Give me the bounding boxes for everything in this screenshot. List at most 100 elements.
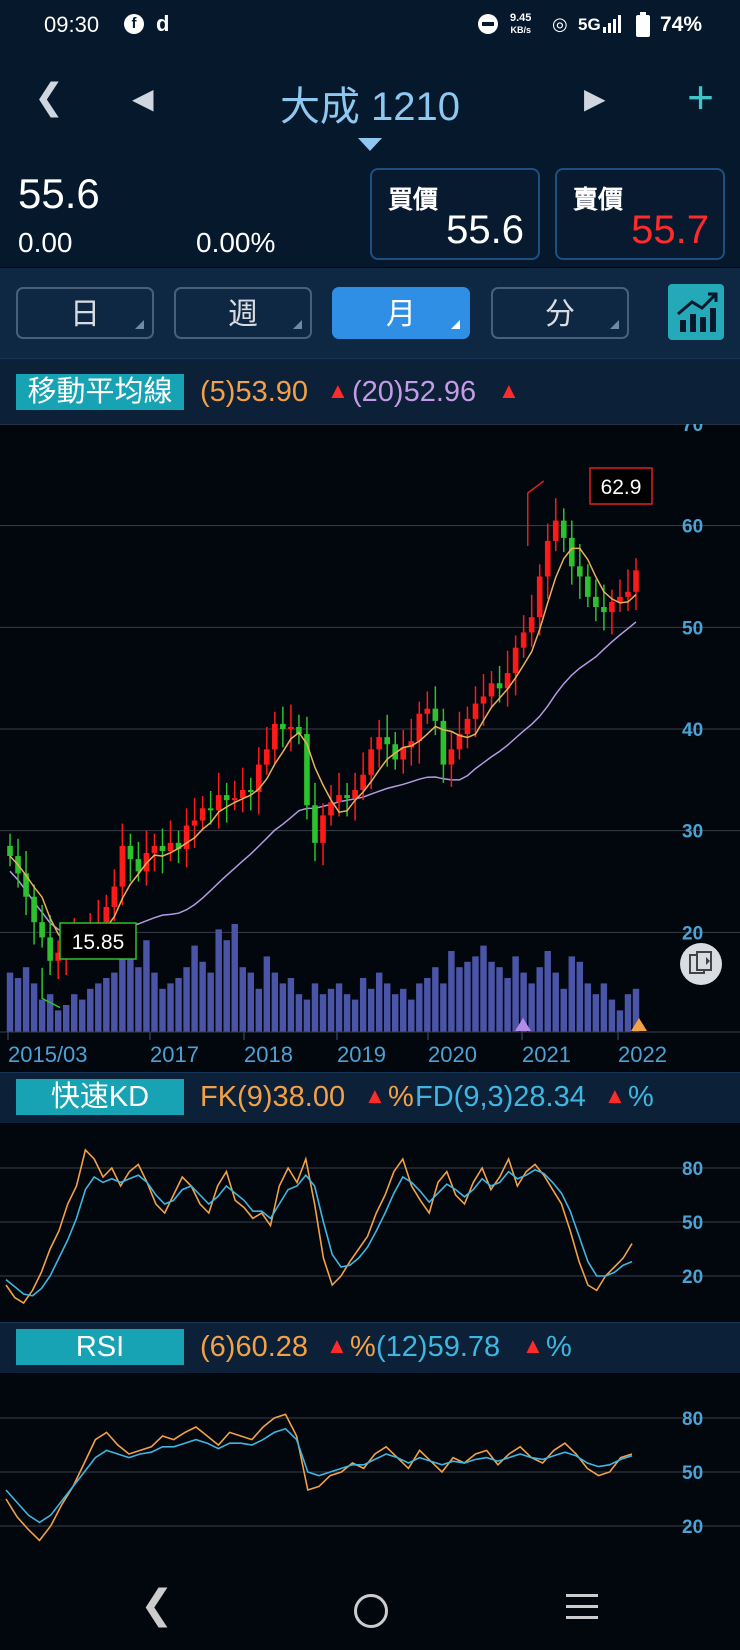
candle-body <box>199 808 206 821</box>
volume-bar <box>359 978 367 1032</box>
candle-body <box>223 795 230 801</box>
candle-body <box>601 607 607 613</box>
volume-bar <box>536 967 543 1032</box>
x-tick-label: 2022 <box>618 1042 667 1067</box>
battery-level: 74% <box>660 13 703 36</box>
volume-bar <box>175 978 182 1032</box>
y-tick-label: 60 <box>682 517 703 538</box>
candle-body <box>416 713 423 742</box>
marker-triangle <box>515 1018 531 1031</box>
chevron-down-icon[interactable] <box>358 138 382 151</box>
ma-indicator-button[interactable]: 移動平均線 <box>16 374 184 410</box>
volume-bar <box>464 961 471 1032</box>
y-tick-label: 80 <box>682 1159 703 1180</box>
rsi-indicator-button[interactable]: RSI <box>16 1329 184 1365</box>
candle-body <box>247 790 254 793</box>
candle-body <box>392 744 399 760</box>
facebook-icon: f <box>124 14 144 34</box>
candle-body <box>175 842 182 849</box>
kd-indicator-button[interactable]: 快速KD <box>16 1079 184 1115</box>
volume-bar <box>79 999 86 1032</box>
nav-menu-icon[interactable] <box>566 1594 598 1619</box>
candle-body <box>55 952 61 961</box>
switch-chart-icon[interactable] <box>680 943 722 985</box>
volume-bar <box>87 988 94 1032</box>
kd-legend-row: 快速KD FK(9)38.00 ▲ % FD(9,3)28.34 ▲ % <box>0 1072 740 1123</box>
bid-price: 55.6 <box>446 208 524 252</box>
y-tick-label: 70 <box>682 424 703 436</box>
volume-bar <box>279 983 287 1032</box>
volume-bar <box>504 978 511 1032</box>
volume-bar <box>183 967 190 1032</box>
ma20-line <box>9 621 637 940</box>
volume-bar <box>95 983 102 1032</box>
x-tick-label: 2017 <box>150 1042 199 1067</box>
candle-body <box>520 632 527 648</box>
chart-type-button[interactable] <box>668 284 724 340</box>
prev-stock-icon[interactable]: ◀ <box>132 83 154 114</box>
candle-body <box>151 845 158 854</box>
volume-bar <box>488 961 495 1032</box>
nav-home-icon[interactable] <box>354 1594 388 1628</box>
rsi6-value: (6)60.28 <box>200 1331 309 1363</box>
tab-week[interactable]: 週 <box>174 287 312 339</box>
candle-body <box>7 845 13 857</box>
volume-bar <box>255 988 263 1032</box>
candle-body <box>504 673 511 689</box>
candle-body <box>472 703 479 719</box>
volume-bar <box>239 967 246 1032</box>
ma5-line <box>9 547 637 949</box>
volume-bar <box>143 940 150 1032</box>
candle-body <box>512 647 519 674</box>
volume-bar <box>231 924 238 1032</box>
volume-bar <box>528 983 535 1032</box>
add-watchlist-icon[interactable]: + <box>687 71 714 123</box>
candle-body <box>135 859 142 872</box>
volume-bar <box>167 983 174 1032</box>
y-tick-label: 20 <box>682 1517 703 1538</box>
next-stock-icon[interactable]: ▶ <box>584 83 606 114</box>
series-line-2 <box>5 1427 633 1524</box>
candle-body <box>183 825 190 849</box>
tab-minute[interactable]: 分 <box>491 287 629 339</box>
volume-bar <box>71 994 78 1032</box>
volume-bar <box>62 1005 70 1032</box>
y-tick-label: 20 <box>682 1267 703 1288</box>
volume-bar <box>215 929 222 1032</box>
candle-body <box>352 790 358 799</box>
tab-month[interactable]: 月 <box>332 287 470 339</box>
volume-bar <box>448 951 455 1032</box>
rsi-chart: 20 50 80 <box>0 1409 740 1542</box>
series-line-2 <box>5 1168 633 1297</box>
rsi12-value: (12)59.78 <box>376 1331 501 1363</box>
volume-bar <box>22 967 30 1032</box>
tab-day[interactable]: 日 <box>16 287 154 339</box>
volume-bar <box>592 994 600 1032</box>
volume-bar <box>343 994 351 1032</box>
high-label-box <box>589 467 653 505</box>
rsi6-unit: % <box>350 1331 376 1363</box>
fd-up-arrow: ▲ <box>604 1083 626 1108</box>
rsi6-up-arrow: ▲ <box>326 1333 348 1358</box>
candle-body <box>264 749 270 765</box>
candle-body <box>328 802 334 816</box>
rsi12-unit: % <box>546 1331 572 1363</box>
candle-body <box>368 749 374 775</box>
volume-bar <box>319 994 327 1032</box>
volume-bar <box>159 988 166 1032</box>
ma20-value: (20)52.96 <box>352 376 477 408</box>
candle-body <box>288 726 294 729</box>
volume-bar <box>496 967 503 1032</box>
volume-bar <box>440 983 447 1032</box>
back-icon[interactable]: ❮ <box>34 76 65 117</box>
candle-body <box>231 798 238 801</box>
volume-bar <box>600 983 608 1032</box>
volume-bar <box>400 988 407 1032</box>
price-chart[interactable]: 20 30 40 50 60 70 62.9 15.85 2015/03 2017 2018 2019… <box>0 424 740 1072</box>
fd-value: FD(9,3)28.34 <box>415 1081 586 1113</box>
candle-body <box>312 805 318 843</box>
period-tabs: 日 週 月 分 <box>0 268 740 358</box>
kd-chart: 20 50 80 <box>0 1148 740 1305</box>
nav-back-icon[interactable]: ❮ <box>140 1583 174 1627</box>
y-tick-label: 40 <box>682 720 703 741</box>
